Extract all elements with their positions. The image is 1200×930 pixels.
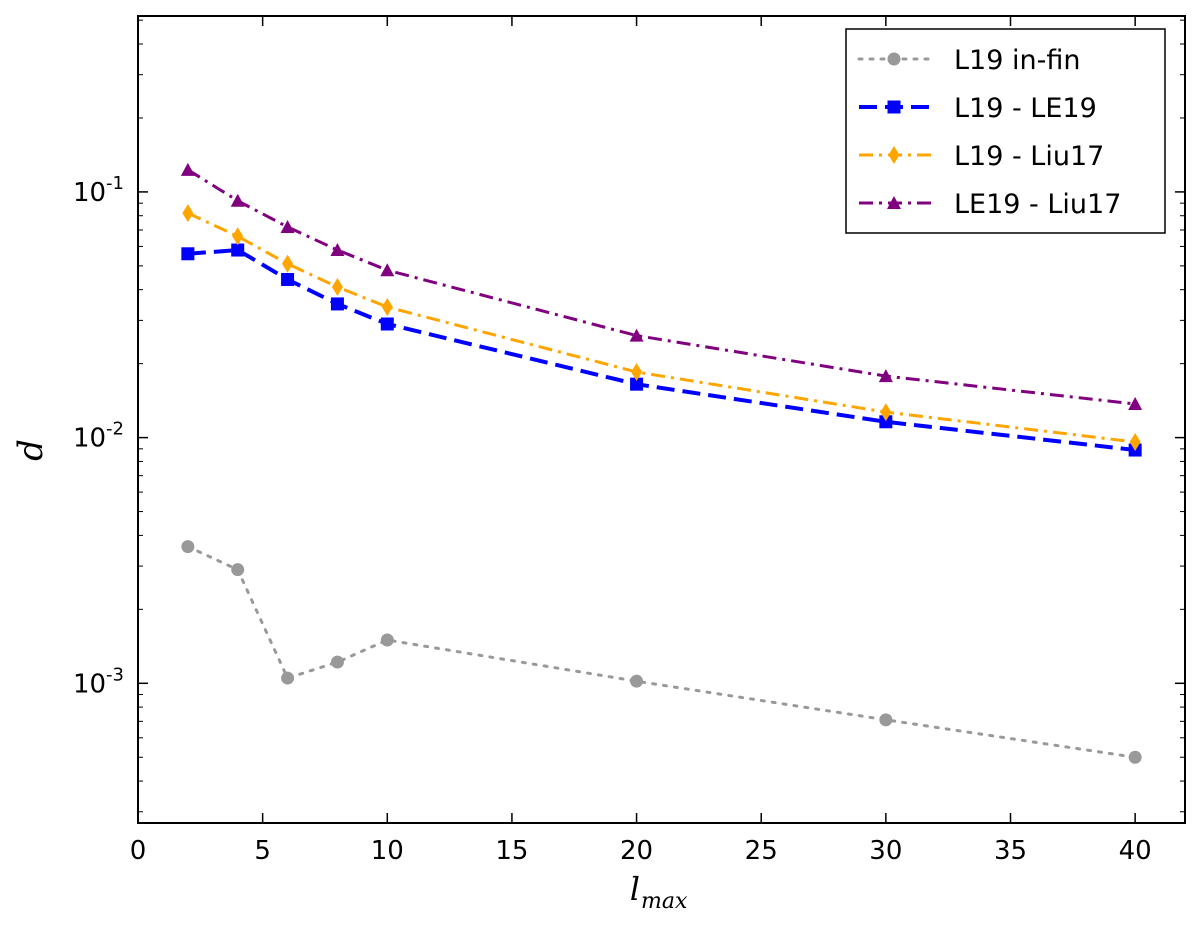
data-point [181,540,195,554]
series-2 [182,204,1141,451]
data-point [380,317,394,331]
y-tick-label: 10-2 [73,419,124,454]
series-3 [180,162,1143,411]
legend-label: L19 - LE19 [954,93,1097,124]
data-point [1128,397,1143,411]
legend-label: L19 - Liu17 [954,141,1104,172]
series-line [187,168,1136,406]
data-point [181,247,195,261]
x-tick-label: 0 [130,836,147,866]
data-point [331,278,343,297]
data-point [282,254,294,273]
series-0 [181,540,1142,764]
data-point [230,193,245,207]
data-point [281,273,295,287]
x-tick-label: 40 [1119,836,1152,866]
x-tick-label: 30 [869,836,902,866]
data-point [330,297,344,311]
axis-ticks: 0 5 10 15 20 25 30 35 40 10-1 10-2 10-3 [73,16,1185,866]
x-tick-label: 5 [254,836,271,866]
y-axis-title: d [11,439,51,461]
legend-marker [887,52,901,66]
legend-marker [887,100,901,114]
data-point [180,162,195,176]
y-tick-label: 10-1 [73,173,124,208]
axis-titles: l max d [11,439,688,914]
data-point [629,328,644,342]
series-1 [181,243,1142,457]
x-tick-label: 35 [994,836,1027,866]
x-tick-label: 20 [620,836,653,866]
x-axis-title-subscript: max [641,889,688,914]
data-point [380,263,395,277]
data-point [380,633,394,647]
x-tick-label: 25 [745,836,778,866]
series-line [186,545,1137,759]
series-line [187,211,1136,444]
data-point [630,377,644,391]
data-point [280,219,295,233]
data-point [1128,750,1142,764]
data-point [231,563,245,577]
data-point [879,415,893,429]
data-point [878,369,893,383]
data-point [330,243,345,257]
data-point [232,227,244,246]
y-tick-label: 10-3 [73,664,124,699]
data-point [182,204,194,223]
data-point [381,298,393,317]
legend-marker [888,146,900,164]
data-point [631,362,643,381]
data-point [1129,432,1141,451]
legend-label: LE19 - Liu17 [954,189,1121,220]
data-point [880,403,892,422]
series-line [187,247,1136,452]
x-tick-label: 10 [371,836,404,866]
legend: L19 in-fin L19 - LE19 L19 - Liu17 LE19 - Li… [845,28,1166,234]
data-point [330,655,344,669]
data-point [231,243,245,257]
data-point [879,713,893,727]
x-axis-title: l [630,870,640,908]
plot-frame [137,15,1186,824]
legend-marker [887,196,901,209]
legend-box [845,28,1166,234]
data-point [630,674,644,688]
series-layer [180,162,1143,764]
legend-label: L19 in-fin [954,45,1080,76]
data-point [281,671,295,685]
x-tick-label: 15 [495,836,528,866]
